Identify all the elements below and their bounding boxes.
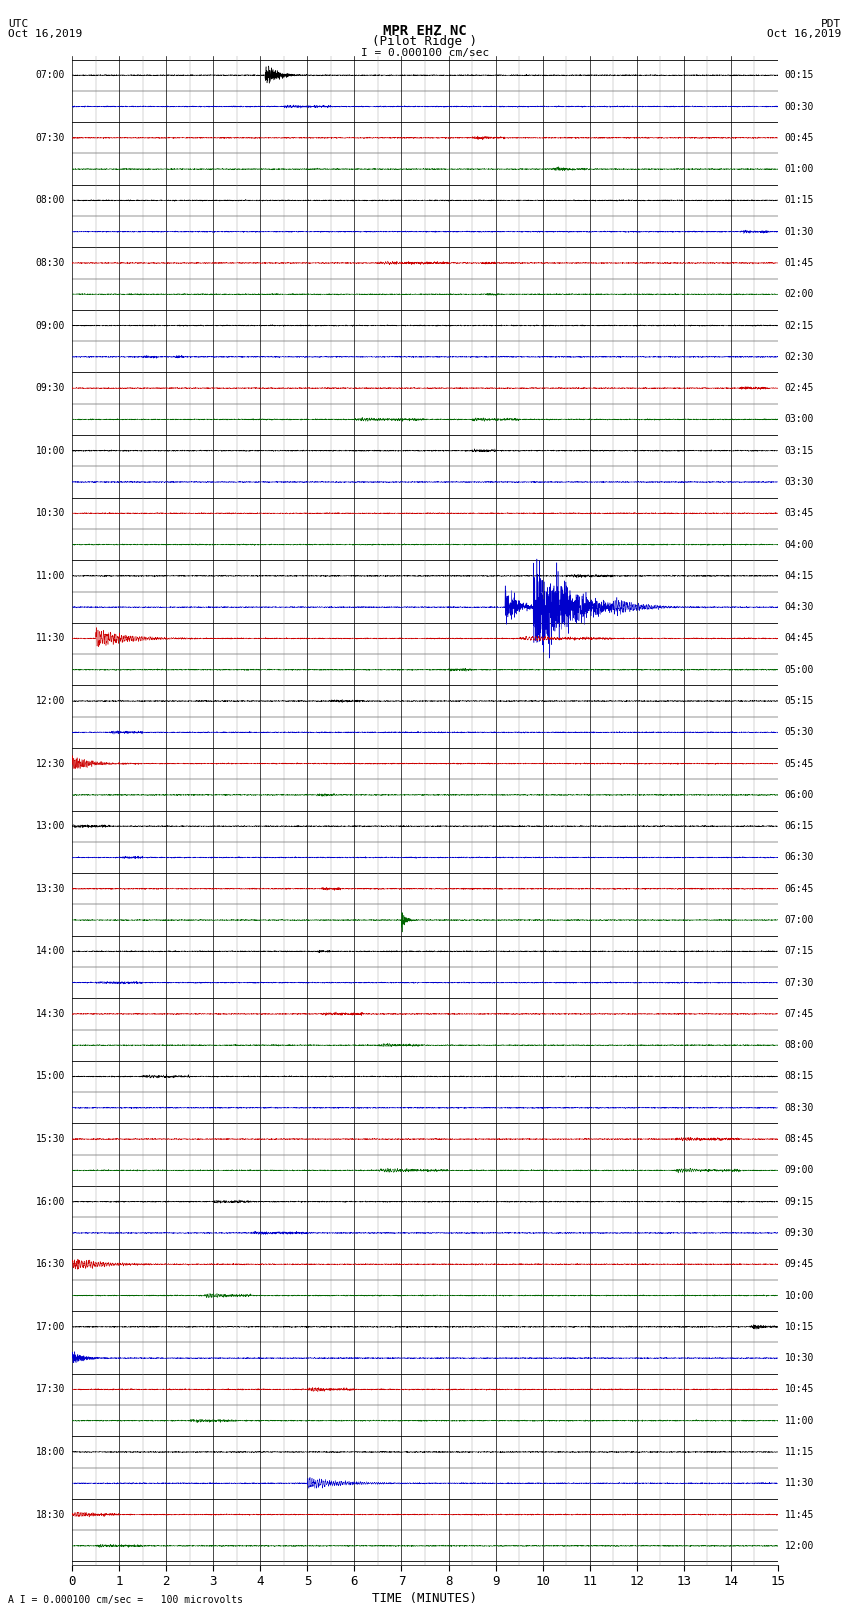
Text: 01:15: 01:15 (785, 195, 814, 205)
Text: 11:45: 11:45 (785, 1510, 814, 1519)
Text: 14:30: 14:30 (36, 1008, 65, 1019)
Text: 11:30: 11:30 (36, 634, 65, 644)
Text: 13:30: 13:30 (36, 884, 65, 894)
Text: 10:00: 10:00 (785, 1290, 814, 1300)
Text: 10:30: 10:30 (785, 1353, 814, 1363)
Text: 16:30: 16:30 (36, 1260, 65, 1269)
Text: Oct 16,2019: Oct 16,2019 (768, 29, 842, 39)
Text: 07:15: 07:15 (785, 947, 814, 957)
Text: 00:45: 00:45 (785, 132, 814, 144)
Text: 12:30: 12:30 (36, 758, 65, 769)
Text: 11:00: 11:00 (36, 571, 65, 581)
Text: 05:45: 05:45 (785, 758, 814, 769)
Text: 04:15: 04:15 (785, 571, 814, 581)
Text: 03:30: 03:30 (785, 477, 814, 487)
Text: 10:15: 10:15 (785, 1321, 814, 1332)
Text: 08:30: 08:30 (36, 258, 65, 268)
Text: 12:00: 12:00 (36, 697, 65, 706)
Text: 00:15: 00:15 (785, 71, 814, 81)
Text: 08:00: 08:00 (785, 1040, 814, 1050)
Text: 05:00: 05:00 (785, 665, 814, 674)
Text: 04:30: 04:30 (785, 602, 814, 613)
Text: 02:15: 02:15 (785, 321, 814, 331)
Text: 06:00: 06:00 (785, 790, 814, 800)
Text: 06:30: 06:30 (785, 852, 814, 863)
Text: 10:00: 10:00 (36, 445, 65, 456)
Text: 04:45: 04:45 (785, 634, 814, 644)
Text: PDT: PDT (821, 19, 842, 29)
Text: 01:00: 01:00 (785, 165, 814, 174)
Text: 18:30: 18:30 (36, 1510, 65, 1519)
Text: 07:00: 07:00 (36, 71, 65, 81)
Text: 06:15: 06:15 (785, 821, 814, 831)
Text: 01:45: 01:45 (785, 258, 814, 268)
Text: (Pilot Ridge ): (Pilot Ridge ) (372, 35, 478, 48)
Text: I = 0.000100 cm/sec: I = 0.000100 cm/sec (361, 48, 489, 58)
Text: 07:00: 07:00 (785, 915, 814, 924)
Text: 08:30: 08:30 (785, 1103, 814, 1113)
Text: 02:30: 02:30 (785, 352, 814, 361)
Text: 03:45: 03:45 (785, 508, 814, 518)
Text: 13:00: 13:00 (36, 821, 65, 831)
Text: 17:30: 17:30 (36, 1384, 65, 1394)
Text: Oct 16,2019: Oct 16,2019 (8, 29, 82, 39)
Text: 10:30: 10:30 (36, 508, 65, 518)
Text: 17:00: 17:00 (36, 1321, 65, 1332)
Text: 11:15: 11:15 (785, 1447, 814, 1457)
Text: 02:00: 02:00 (785, 289, 814, 300)
Text: 05:30: 05:30 (785, 727, 814, 737)
Text: 03:15: 03:15 (785, 445, 814, 456)
Text: 15:00: 15:00 (36, 1071, 65, 1081)
Text: 07:30: 07:30 (36, 132, 65, 144)
Text: 12:00: 12:00 (785, 1540, 814, 1550)
Text: 09:15: 09:15 (785, 1197, 814, 1207)
Text: 01:30: 01:30 (785, 227, 814, 237)
Text: 03:00: 03:00 (785, 415, 814, 424)
Text: 11:00: 11:00 (785, 1416, 814, 1426)
Text: 09:45: 09:45 (785, 1260, 814, 1269)
Text: MPR EHZ NC: MPR EHZ NC (383, 24, 467, 39)
Text: 10:45: 10:45 (785, 1384, 814, 1394)
Text: 08:45: 08:45 (785, 1134, 814, 1144)
Text: 07:45: 07:45 (785, 1008, 814, 1019)
Text: 06:45: 06:45 (785, 884, 814, 894)
Text: 09:30: 09:30 (785, 1227, 814, 1237)
Text: A I = 0.000100 cm/sec =   100 microvolts: A I = 0.000100 cm/sec = 100 microvolts (8, 1595, 243, 1605)
Text: 02:45: 02:45 (785, 384, 814, 394)
Text: 08:00: 08:00 (36, 195, 65, 205)
Text: 16:00: 16:00 (36, 1197, 65, 1207)
X-axis label: TIME (MINUTES): TIME (MINUTES) (372, 1592, 478, 1605)
Text: 04:00: 04:00 (785, 540, 814, 550)
Text: 09:30: 09:30 (36, 384, 65, 394)
Text: 05:15: 05:15 (785, 697, 814, 706)
Text: 14:00: 14:00 (36, 947, 65, 957)
Text: 08:15: 08:15 (785, 1071, 814, 1081)
Text: UTC: UTC (8, 19, 29, 29)
Text: 00:30: 00:30 (785, 102, 814, 111)
Text: 07:30: 07:30 (785, 977, 814, 987)
Text: 11:30: 11:30 (785, 1478, 814, 1489)
Text: 09:00: 09:00 (36, 321, 65, 331)
Text: 18:00: 18:00 (36, 1447, 65, 1457)
Text: 09:00: 09:00 (785, 1165, 814, 1176)
Text: 15:30: 15:30 (36, 1134, 65, 1144)
